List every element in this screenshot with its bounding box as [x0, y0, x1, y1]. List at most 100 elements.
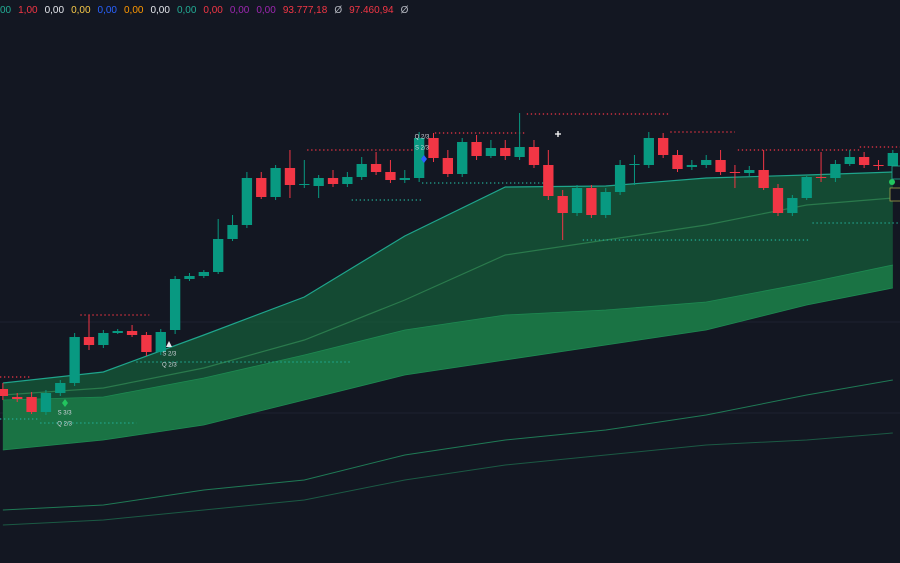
- indicator-value: 0,00: [203, 5, 223, 16]
- candle-body: [600, 192, 611, 215]
- candle-body: [858, 157, 870, 165]
- signal-marker: [166, 341, 172, 347]
- candle-body: [270, 168, 281, 197]
- candle-body: [126, 331, 138, 335]
- candle-body: [614, 165, 626, 192]
- candle-body: [801, 177, 812, 198]
- indicator-value: Ø: [334, 5, 343, 16]
- candle-body: [514, 147, 525, 157]
- candle-body: [500, 148, 511, 156]
- candle-body: [744, 170, 755, 173]
- candle-body: [385, 172, 396, 180]
- candle-body: [672, 155, 683, 169]
- indicator-line: [2, 432, 893, 526]
- signal-label: Q 2/3: [57, 422, 72, 428]
- indicator-value: 0,00: [150, 5, 170, 16]
- candle-body: [557, 196, 568, 213]
- candle-body: [155, 332, 166, 352]
- candle-body: [69, 337, 80, 383]
- candle-body: [356, 164, 367, 177]
- indicator-line: [2, 287, 893, 451]
- candle-body: [198, 272, 209, 276]
- candle-body: [299, 184, 310, 185]
- candle-body: [442, 158, 454, 174]
- candle-body: [55, 383, 66, 393]
- candle-body: [643, 138, 654, 165]
- candle-body: [26, 397, 37, 412]
- candle-body: [40, 393, 52, 412]
- signal-label: Q 2/3: [415, 135, 430, 141]
- candle-body: [815, 177, 827, 178]
- signal-label: S 3/3: [58, 411, 73, 417]
- indicator-value: 00: [0, 5, 12, 16]
- candle-body: [701, 160, 712, 165]
- candle-body: [184, 276, 195, 279]
- indicator-line: [2, 264, 893, 401]
- candle-body: [141, 335, 152, 352]
- signal-marker: [555, 131, 561, 137]
- candle-body: [213, 239, 224, 272]
- indicator-value: 0,00: [71, 5, 91, 16]
- candle-body: [12, 397, 23, 399]
- indicator-value: 0,00: [176, 5, 197, 16]
- candle-body: [657, 138, 669, 155]
- candle-body: [313, 178, 324, 186]
- candle-body: [98, 333, 109, 345]
- candle-body: [528, 147, 540, 165]
- candle-body: [571, 188, 583, 213]
- indicator-value: 0,00: [97, 5, 117, 16]
- signal-marker: [889, 179, 895, 185]
- candle-body: [586, 188, 597, 215]
- candle-body: [457, 142, 468, 174]
- candle-body: [227, 225, 238, 239]
- candle-body: [830, 164, 841, 178]
- signal-marker: [62, 399, 68, 407]
- indicator-value: 0,00: [229, 5, 250, 16]
- signal-label: S 2/3: [415, 146, 430, 152]
- indicator-value: 0,00: [124, 5, 144, 16]
- indicator-line: [2, 379, 893, 511]
- signal-marker: [891, 165, 900, 180]
- signal-marker: [889, 187, 900, 202]
- band-fill: [2, 265, 893, 450]
- indicator-value: 93.777,18: [282, 5, 328, 16]
- candle-body: [772, 188, 784, 213]
- candle-body: [844, 157, 855, 164]
- candle-body: [370, 164, 382, 172]
- candle-body: [787, 198, 798, 213]
- candle-body: [83, 337, 95, 345]
- candle-body: [543, 165, 554, 196]
- candle-body: [471, 142, 482, 156]
- indicator-value: 1,00: [18, 5, 38, 16]
- candle-body: [0, 389, 9, 396]
- signal-label: Q 2/3: [162, 363, 177, 369]
- candle-body: [284, 168, 296, 185]
- indicator-line: [2, 197, 893, 396]
- indicator-values: 00 1,00 0,00 0,00 0,00 0,00 0,00 0,00 0,00 0,00 0,…: [0, 5, 408, 16]
- candle-body: [342, 177, 353, 184]
- candle-body: [629, 164, 640, 165]
- candle-body: [327, 178, 339, 184]
- indicator-value: 0,00: [44, 5, 65, 16]
- signal-marker: [421, 155, 427, 163]
- candle-body: [686, 165, 698, 167]
- candle-body: [399, 178, 410, 180]
- indicator-value: 0,00: [256, 5, 276, 16]
- candle-body: [241, 178, 253, 225]
- indicator-value: Ø: [400, 5, 409, 16]
- candle-body: [413, 138, 425, 178]
- candle-body: [428, 138, 439, 158]
- candle-body: [112, 331, 123, 333]
- candle-body: [758, 170, 769, 188]
- candle-body: [873, 165, 884, 166]
- candle-body: [729, 172, 741, 173]
- signal-label: S 2/3: [162, 352, 177, 358]
- candle-body: [715, 160, 726, 172]
- indicator-line: [2, 171, 893, 384]
- candle-body: [887, 153, 898, 166]
- candle-body: [169, 279, 181, 330]
- indicator-value: 97.460,94: [349, 5, 394, 16]
- candle-body: [485, 148, 497, 156]
